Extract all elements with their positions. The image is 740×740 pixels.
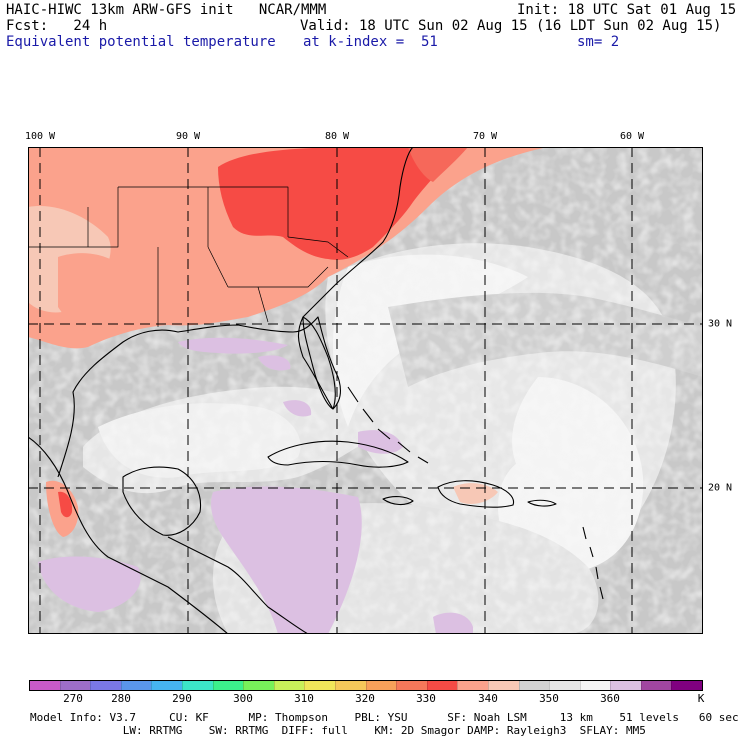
colorbar-label-340: 340 [478, 692, 498, 705]
mexico-outline [28, 436, 229, 634]
colorbar-label-270: 270 [63, 692, 83, 705]
colorbar-swatch [30, 681, 60, 690]
colorbar-label-360: 360 [600, 692, 620, 705]
yucatan-outline [122, 466, 202, 536]
colorbar-swatch [304, 681, 335, 690]
colorbar-label-290: 290 [172, 692, 192, 705]
lavender-bahamas [283, 400, 312, 417]
colorbar-label-310: 310 [294, 692, 314, 705]
lat-label-20n: 20 N [708, 482, 733, 494]
colorbar-swatch [120, 681, 152, 690]
colorbar-label-300: 300 [233, 692, 253, 705]
lavender-pacific [38, 556, 141, 612]
colorbar-swatch [457, 681, 488, 690]
init-time: Init: 18 UTC Sat 01 Aug 15 [517, 2, 737, 18]
lavender-cuba-south [358, 430, 403, 454]
map-frame [28, 147, 703, 634]
lon-label-80w: 80 W [324, 131, 350, 142]
colorbar-swatch [518, 681, 550, 690]
gulf-coast-outline [57, 147, 414, 478]
colorbar-swatch [59, 681, 91, 690]
colorbar-swatch [212, 681, 244, 690]
field-name: Equivalent potential temperature [6, 34, 276, 50]
model-title: HAIC-HIWC 13km ARW-GFS init NCAR/MMM [6, 2, 327, 18]
lavender-caribbean-west [211, 486, 362, 634]
colorbar-swatch [549, 681, 580, 690]
lon-label-70w: 70 W [472, 131, 498, 142]
colorbar-swatch [579, 681, 611, 690]
colorbar-swatch [640, 681, 672, 690]
colorbar-swatch [273, 681, 305, 690]
colorbar-swatch [151, 681, 182, 690]
colorbar-swatch [243, 681, 274, 690]
colorbar-label-280: 280 [111, 692, 131, 705]
colorbar-unit: K [697, 692, 705, 705]
model-info-line2: LW: RRTMG SW: RRTMG DIFF: full KM: 2D Sm… [30, 724, 646, 737]
florida-outline [302, 316, 336, 410]
jamaica-outline [382, 496, 414, 506]
colorbar-swatch [487, 681, 519, 690]
hot-region-northeast [408, 147, 468, 182]
coastlines [28, 147, 604, 634]
colorbar-swatch [396, 681, 427, 690]
smoothing-value: sm= 2 [577, 34, 620, 50]
lon-label-90w: 90 W [175, 131, 201, 142]
colorbar-swatch [671, 681, 703, 690]
central-america-outline [167, 536, 309, 634]
theta-e-map [28, 147, 703, 634]
valid-time: Valid: 18 UTC Sun 02 Aug 15 (16 LDT Sun … [300, 18, 722, 34]
colorbar-swatch [610, 681, 641, 690]
hot-region-mexico [58, 491, 73, 518]
colorbar-swatch [334, 681, 366, 690]
colorbar [29, 680, 703, 691]
colorbar-swatch [426, 681, 458, 690]
warm-region-texas [58, 253, 135, 333]
puerto-rico-outline [527, 499, 557, 507]
hispaniola-outline [437, 480, 515, 508]
lesser-antilles-outline [582, 526, 604, 600]
lon-label-100w: 100 W [24, 131, 56, 142]
lat-label-30n: 30 N [708, 318, 733, 330]
forecast-hour: Fcst: 24 h [6, 18, 108, 34]
model-info-line1: Model Info: V3.7 CU: KF MP: Thompson PBL… [30, 711, 739, 724]
lon-label-60w: 60 W [619, 131, 645, 142]
colorbar-label-350: 350 [539, 692, 559, 705]
colorbar-label-330: 330 [416, 692, 436, 705]
colorbar-swatch [365, 681, 397, 690]
lavender-caribbean-south [433, 612, 473, 634]
colorbar-swatch [90, 681, 121, 690]
lavender-gulf-east [258, 355, 291, 371]
colorbar-label-320: 320 [355, 692, 375, 705]
colorbar-swatch [181, 681, 213, 690]
bahamas-outline [347, 386, 429, 464]
lavender-gulf-north [178, 337, 288, 354]
cuba-outline [267, 440, 409, 468]
us-state-lines [28, 186, 349, 327]
level-index: at k-index = 51 [303, 34, 438, 50]
graticule [28, 147, 703, 634]
